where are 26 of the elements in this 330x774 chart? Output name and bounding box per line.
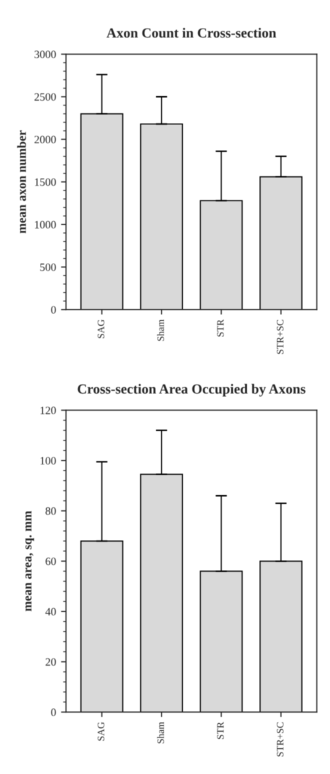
y-tick-label: 0 [51, 306, 56, 314]
y-tick-label: 120 [40, 406, 56, 414]
x-tick-label: SAG [98, 722, 104, 741]
x-tick-label: STR [217, 319, 224, 336]
y-tick-label: 0 [51, 708, 56, 716]
y-tick-label: 500 [40, 263, 56, 271]
chart-title: Axon Count in Cross-section [106, 28, 276, 38]
y-tick-label: 3000 [34, 50, 56, 58]
x-tick-label: STR [217, 722, 224, 739]
y-axis-title: mean axon number [17, 130, 26, 234]
chart-title: Cross-section Area Occupied by Axons [78, 384, 306, 397]
y-tick-label: 40 [45, 608, 56, 616]
y-tick-label: 80 [46, 507, 56, 515]
y-tick-label: 60 [46, 558, 56, 566]
y-tick-label: 2000 [34, 136, 56, 144]
x-tick-label: SAG [98, 320, 104, 338]
x-tick-label: Sham [157, 319, 164, 341]
x-tick-label: STR+SC [276, 722, 284, 756]
y-tick-label: 20 [46, 658, 56, 666]
y-tick-label: 1000 [35, 220, 56, 228]
y-axis-title: mean area, sq. mm [25, 510, 34, 612]
y-tick-label: 1500 [35, 178, 56, 186]
x-tick-label: Sham [157, 722, 164, 744]
y-tick-label: 2500 [34, 93, 56, 101]
y-tick-label: 100 [40, 456, 56, 464]
x-tick-label: STR+SC [276, 320, 284, 354]
